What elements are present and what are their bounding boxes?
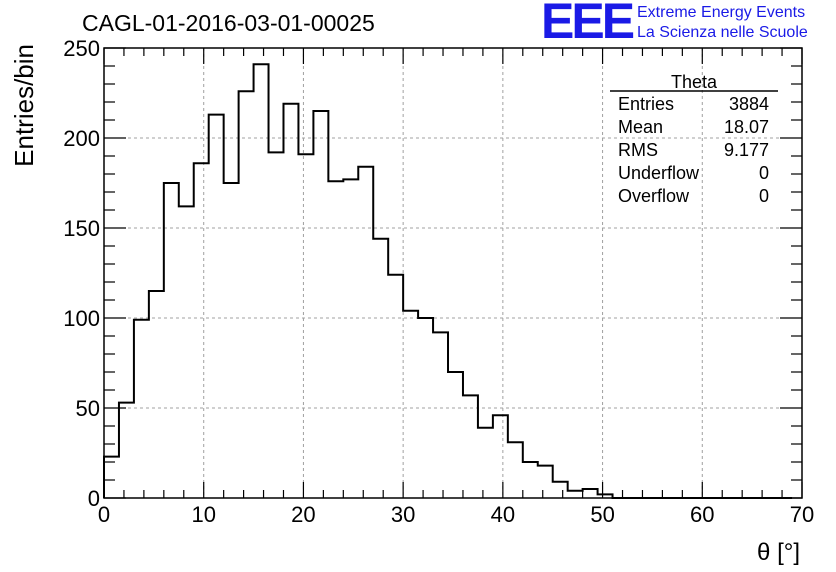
- eee-logo-line2: La Scienza nelle Scuole: [637, 24, 808, 41]
- stats-row-label: Underflow: [618, 163, 700, 183]
- stats-row-value: 3884: [729, 94, 769, 114]
- chart-title: CAGL-01-2016-03-01-00025: [82, 10, 375, 36]
- y-tick-label: 100: [63, 306, 100, 331]
- stats-row-value: 18.07: [724, 117, 769, 137]
- axis-ticks: [103, 47, 803, 499]
- x-tick-label: 40: [491, 502, 515, 527]
- x-tick-label: 0: [98, 502, 110, 527]
- eee-logo-line1: Extreme Energy Events: [637, 4, 806, 21]
- x-tick-label: 50: [590, 502, 614, 527]
- grid-lines: [104, 48, 802, 498]
- stats-box-title: Theta: [671, 72, 718, 92]
- y-tick-label: 0: [88, 486, 100, 511]
- y-tick-label: 50: [76, 396, 100, 421]
- x-tick-label: 10: [191, 502, 215, 527]
- stats-row-value: 0: [759, 163, 769, 183]
- eee-logo-mark: EEE: [541, 0, 635, 49]
- stats-row-value: 0: [759, 186, 769, 206]
- x-axis-label: θ [°]: [757, 539, 800, 566]
- y-tick-label: 250: [63, 36, 100, 61]
- stats-row-label: Entries: [618, 94, 674, 114]
- stats-row-label: RMS: [618, 140, 658, 160]
- y-tick-label: 200: [63, 126, 100, 151]
- x-tick-label: 60: [690, 502, 714, 527]
- stats-row-label: Overflow: [618, 186, 690, 206]
- stats-row-label: Mean: [618, 117, 663, 137]
- x-tick-labels: 0 10 20 30 40 50 60 70: [98, 502, 814, 527]
- x-tick-label: 20: [291, 502, 315, 527]
- stats-row-value: 9.177: [724, 140, 769, 160]
- y-tick-label: 150: [63, 216, 100, 241]
- x-tick-label: 30: [391, 502, 415, 527]
- plot-frame: [103, 47, 803, 499]
- y-tick-labels: 0 50 100 150 200 250: [63, 36, 100, 511]
- x-tick-label: 70: [790, 502, 814, 527]
- histogram-step-line: [103, 63, 793, 499]
- y-axis-label: Entries/bin: [9, 44, 39, 167]
